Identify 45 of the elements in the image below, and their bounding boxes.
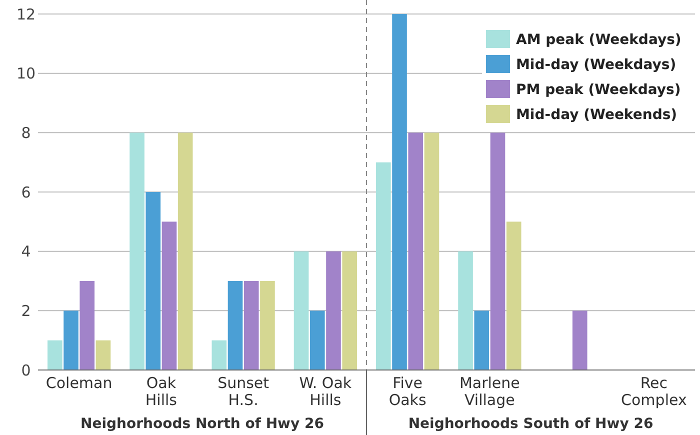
x-tick-label: W. Oak Hills <box>299 374 352 409</box>
bar <box>310 310 325 370</box>
bar <box>48 340 62 370</box>
bar <box>392 14 407 370</box>
bar <box>178 132 193 370</box>
y-tick-label: 6 <box>21 183 31 202</box>
x-tick-label: Sunset H.S. <box>218 374 270 409</box>
bar <box>342 251 357 370</box>
y-tick-label: 12 <box>16 5 36 24</box>
x-tick-label: Coleman <box>46 374 112 392</box>
bar <box>96 340 111 370</box>
bar <box>326 251 341 370</box>
bar <box>162 222 177 370</box>
text: Neighorhoods South of Hwy 26 <box>408 416 654 432</box>
x-tick-label: Marlene Village <box>459 374 520 409</box>
legend-label: Mid-day (Weekdays) <box>516 56 676 73</box>
bar <box>260 281 275 370</box>
bar <box>458 251 473 370</box>
bar <box>408 132 424 370</box>
legend-label: PM peak (Weekdays) <box>516 82 681 98</box>
bar <box>294 251 309 370</box>
x-tick-label: Rec Complex <box>621 374 687 409</box>
y-tick-label: 8 <box>21 124 31 142</box>
y-tick-label: 10 <box>16 64 36 83</box>
bar <box>424 132 440 370</box>
bar <box>474 310 490 370</box>
bar <box>146 192 161 370</box>
x-tick-label: Oak Hills <box>145 374 178 409</box>
y-tick-label: 4 <box>21 242 31 261</box>
y-tick-label: 0 <box>21 361 31 380</box>
bar <box>212 340 227 370</box>
text: Neighorhoods North of Hwy 26 <box>80 416 324 432</box>
bar <box>228 281 243 370</box>
legend-label: AM peak (Weekdays) <box>516 32 682 48</box>
y-tick-label: 2 <box>21 302 31 320</box>
bar <box>64 310 78 370</box>
bar <box>490 132 506 370</box>
bar <box>506 222 522 370</box>
x-tick-label: Five Oaks <box>388 374 426 409</box>
legend-label: Mid-day (Weekends) <box>516 106 678 123</box>
bar <box>572 310 588 370</box>
bar <box>244 281 259 370</box>
bar <box>80 281 95 370</box>
bar <box>376 162 391 370</box>
bar <box>130 132 144 370</box>
